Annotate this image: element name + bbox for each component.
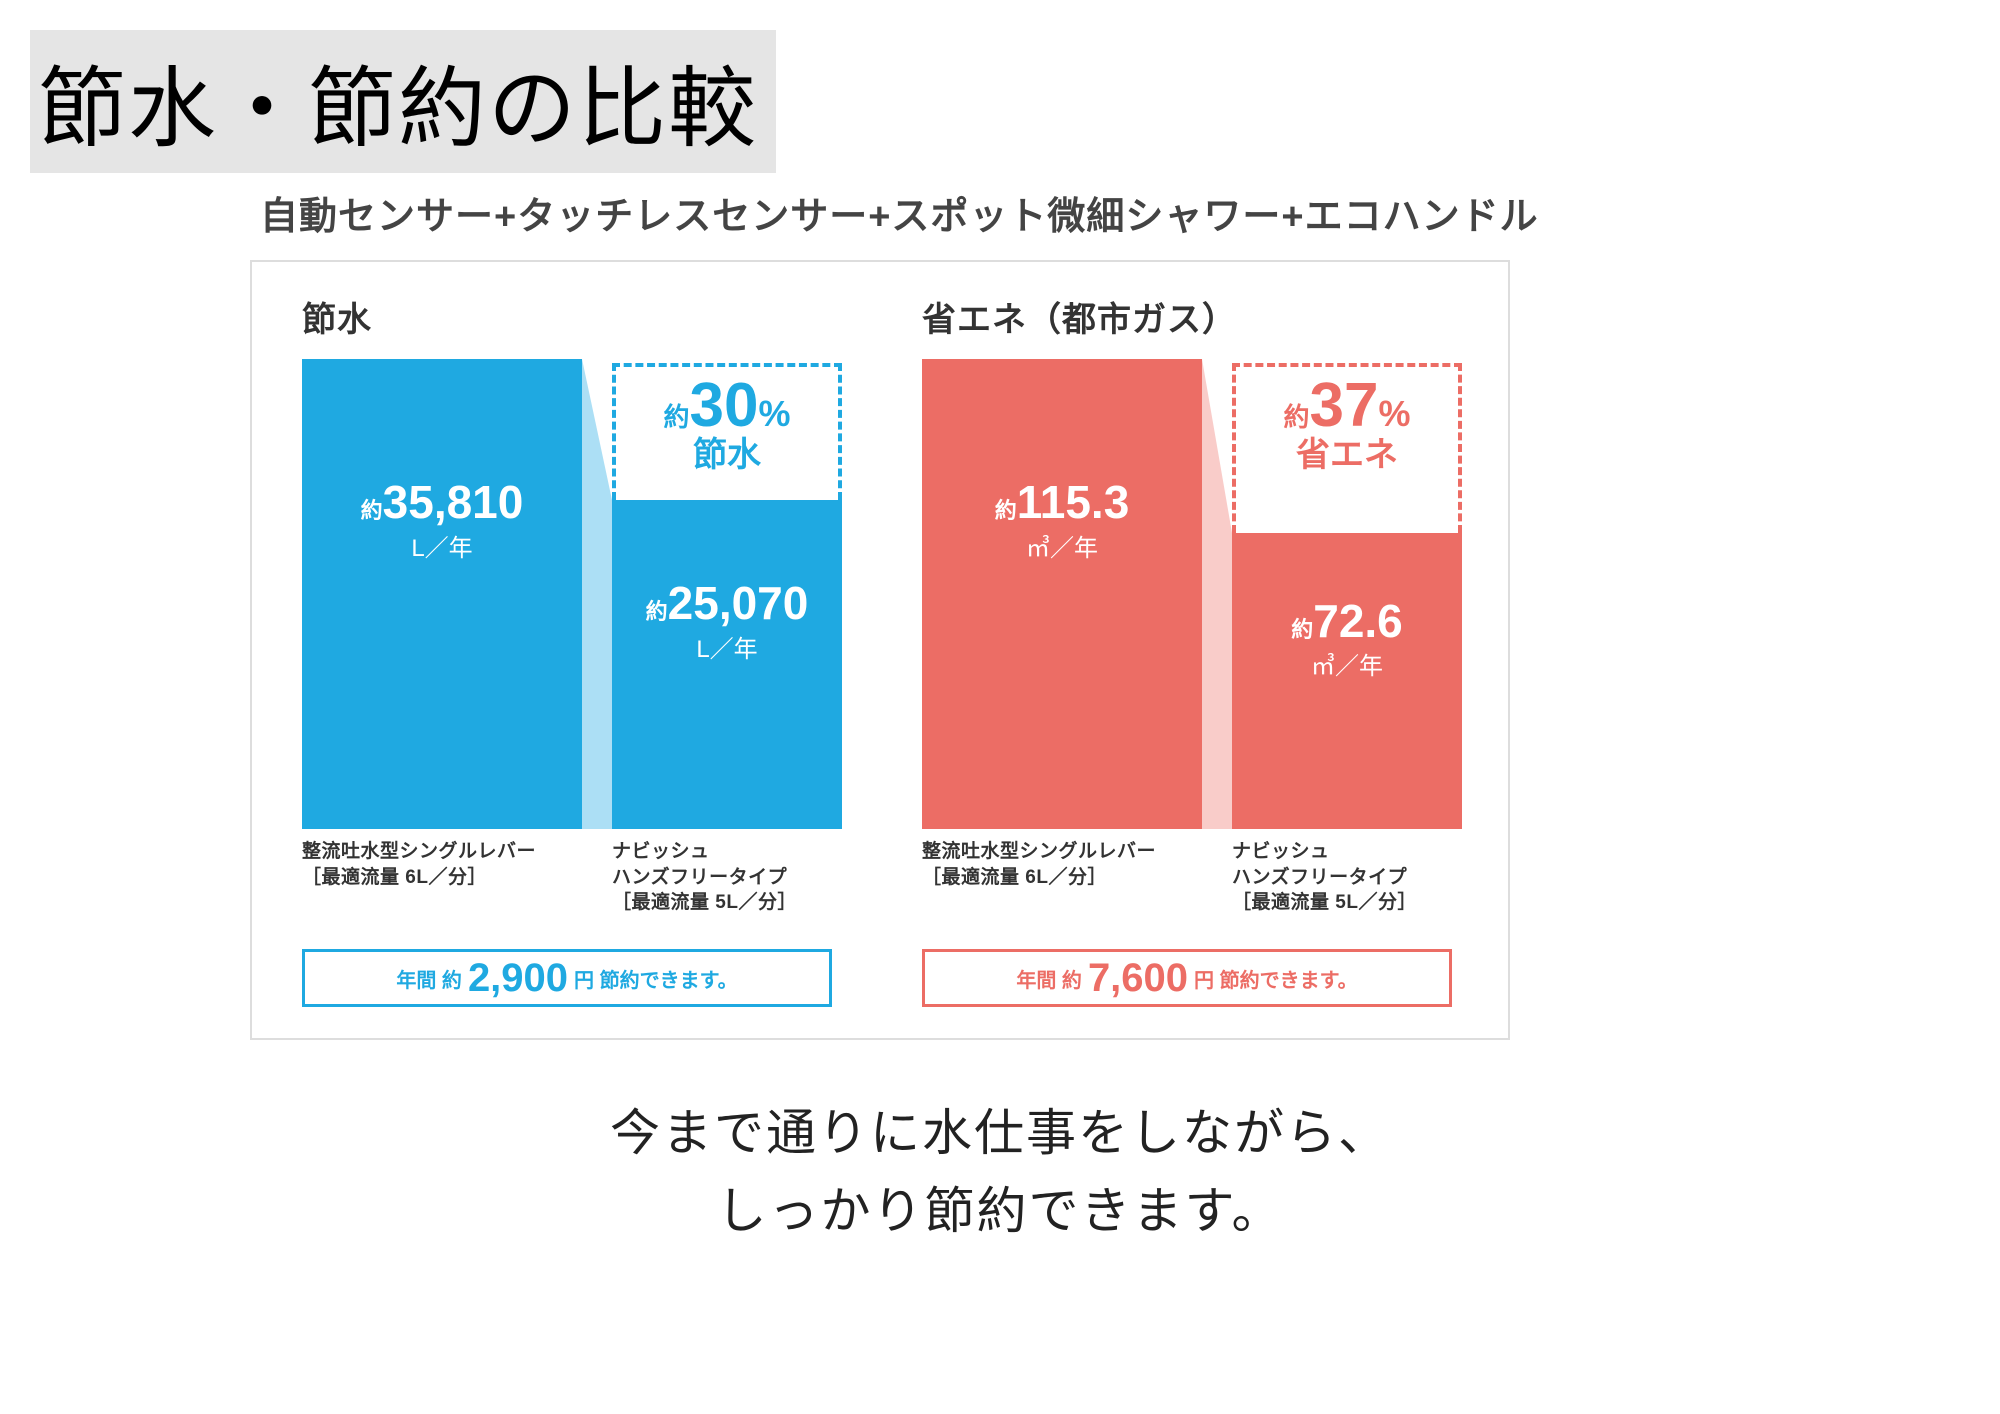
energy-savings-percent: 約37% [1236, 373, 1458, 438]
water-label-baseline: 整流吐水型シングルレバー ［最適流量 6L／分］ [302, 839, 536, 890]
water-savings-strip: 年間 約 2,900 円 節約できます。 [302, 949, 832, 1007]
panel-energy: 省エネ（都市ガス） 約115.3 ㎥／年 約72.6 ㎥／年 約37% [922, 292, 1492, 1007]
panel-water-title: 節水 [302, 292, 872, 341]
energy-label-product: ナビッシュ ハンズフリータイプ ［最適流量 5L／分］ [1232, 839, 1417, 916]
water-savings-percent: 約30% [616, 373, 838, 438]
water-label-product: ナビッシュ ハンズフリータイプ ［最適流量 5L／分］ [612, 839, 797, 916]
energy-savings-strip: 年間 約 7,600 円 節約できます。 [922, 949, 1452, 1007]
energy-bar-product: 約72.6 ㎥／年 [1232, 533, 1462, 829]
panel-energy-title: 省エネ（都市ガス） [922, 292, 1492, 341]
energy-savings-label: 省エネ [1236, 438, 1458, 474]
page-title: 節水・節約の比較 [30, 30, 776, 173]
bottom-caption: 今まで通りに水仕事をしながら、 しっかり節約できます。 [0, 1095, 2000, 1250]
water-savings-callout: 約30% 節水 [612, 363, 842, 500]
energy-bar-baseline: 約115.3 ㎥／年 [922, 359, 1202, 829]
panel-water: 節水 約35,810 L／年 約25,070 L／年 約30% [302, 292, 872, 1007]
water-bar-product-value: 約25,070 L／年 [612, 575, 842, 665]
energy-bar-product-value: 約72.6 ㎥／年 [1232, 593, 1462, 683]
page-subtitle: 自動センサー+タッチレスセンサー+スポット微細シャワー+エコハンドル [260, 185, 1539, 240]
panel-energy-bars: 約115.3 ㎥／年 約72.6 ㎥／年 約37% 省エネ [922, 359, 1462, 829]
chart-container: 節水 約35,810 L／年 約25,070 L／年 約30% [250, 260, 1510, 1040]
water-bar-baseline: 約35,810 L／年 [302, 359, 582, 829]
energy-bar-baseline-value: 約115.3 ㎥／年 [922, 474, 1202, 564]
energy-label-baseline: 整流吐水型シングルレバー ［最適流量 6L／分］ [922, 839, 1156, 890]
energy-savings-callout: 約37% 省エネ [1232, 363, 1462, 533]
water-bar-baseline-value: 約35,810 L／年 [302, 474, 582, 564]
panel-water-bars: 約35,810 L／年 約25,070 L／年 約30% 節水 [302, 359, 842, 829]
water-savings-label: 節水 [616, 438, 838, 474]
water-bar-product: 約25,070 L／年 [612, 500, 842, 829]
